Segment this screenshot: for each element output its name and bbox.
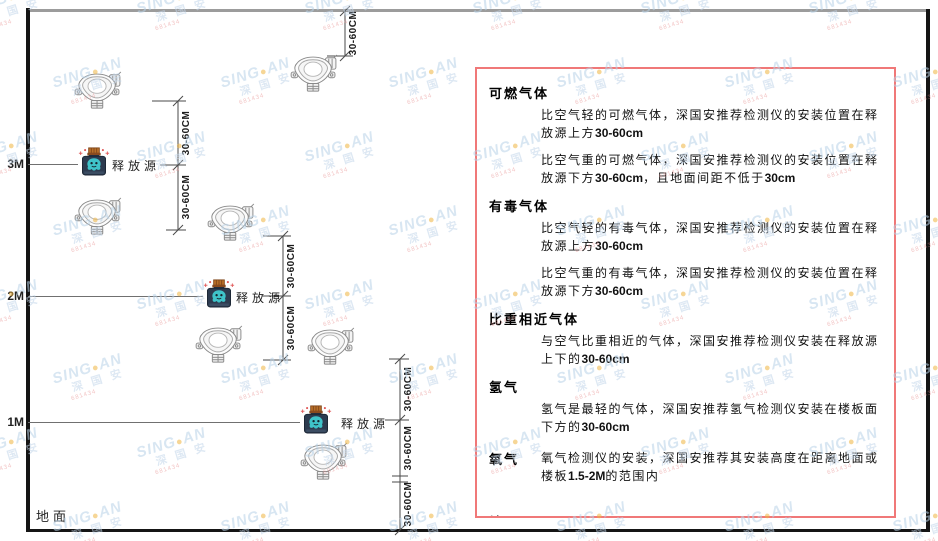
section-hydrogen: 氢气 氢气是最轻的气体，深国安推荐氢气检测仪安装在楼板面下方的30-60cm	[489, 377, 882, 436]
height-line-3m	[28, 164, 78, 165]
detector-below-dim-2m	[307, 326, 355, 366]
section-heading: 比重相近气体	[489, 312, 580, 327]
release-source-label-3m: 释放源	[112, 159, 161, 173]
section-heading: 可燃气体	[489, 86, 550, 101]
detector-below-source-1m	[300, 441, 348, 481]
info-panel: 可燃气体 比空气轻的可燃气体，深国安推荐检测仪的安装位置在释放源上方30-60c…	[475, 67, 896, 518]
dim-label-1m-above: 30-60CM	[403, 366, 414, 412]
release-source-3m	[78, 147, 110, 179]
dim-label-3m-below: 30-60CM	[181, 174, 192, 220]
section-paragraph: 比空气轻的有毒气体，深国安推荐检测仪的安装位置在释放源上方30-60cm	[541, 221, 879, 253]
release-source-label-2m: 释放源	[236, 291, 285, 305]
dim-label-3m-above: 30-60CM	[181, 110, 192, 156]
section-toxic: 有毒气体 比空气轻的有毒气体，深国安推荐检测仪的安装位置在释放源上方30-60c…	[489, 196, 882, 300]
dim-label-ceiling: 30-60CM	[348, 10, 359, 56]
release-source-icon	[203, 279, 235, 308]
height-line-2m	[28, 296, 203, 297]
section-heading: 氢气	[489, 380, 520, 395]
release-source-icon	[78, 147, 110, 176]
right-wall-line	[926, 9, 930, 532]
gas-detector-icon	[207, 203, 255, 241]
section-paragraph: 比空气重的有毒气体，深国安推荐检测仪的安装位置在释放源下方30-60cm	[541, 266, 879, 298]
gas-detector-icon	[307, 327, 355, 365]
section-combustible: 可燃气体 比空气轻的可燃气体，深国安推荐检测仪的安装位置在释放源上方30-60c…	[489, 83, 882, 187]
detector-below-source-3m	[74, 196, 122, 236]
section-heading: 氧气	[489, 452, 520, 467]
gas-detector-icon	[195, 325, 243, 363]
detector-above-source-3m	[74, 70, 122, 110]
ceiling-line	[28, 9, 929, 12]
section-paragraph: 氢气是最轻的气体，深国安推荐氢气检测仪安装在楼板面下方的30-60cm	[541, 402, 879, 434]
section-heading: 有毒气体	[489, 199, 550, 214]
release-source-icon	[300, 405, 332, 434]
dim-label-ground: 30-60CM	[403, 481, 414, 527]
section-paragraph: 比空气重的可燃气体，深国安推荐检测仪的安装位置在释放源下方30-60cm，且地面…	[541, 153, 879, 185]
detector-below-ceiling	[290, 53, 338, 93]
gas-detector-icon	[74, 197, 122, 235]
gas-detector-icon	[300, 442, 348, 480]
detector-below-source-2m	[195, 324, 243, 364]
dim-label-1m-below: 30-60CM	[403, 425, 414, 471]
height-label-3m: 3M	[7, 157, 24, 171]
ground-line	[26, 529, 930, 532]
section-ground: 地面 检测仪地面间距，深国安推荐在30-60cm，且不得小于30cm，因为过低容…	[489, 512, 882, 516]
section-paragraph: 与空气比重相近的气体，深国安推荐检测仪安装在释放源上下的30-60cm	[541, 334, 879, 366]
release-source-2m	[203, 279, 235, 311]
section-heading: 地面	[489, 512, 882, 516]
release-source-1m	[300, 405, 332, 437]
section-similar-density: 比重相近气体 与空气比重相近的气体，深国安推荐检测仪安装在释放源上下的30-60…	[489, 309, 882, 368]
gas-detector-icon	[290, 54, 338, 92]
dim-label-2m-below: 30-60CM	[286, 305, 297, 351]
detector-below-dim-3m	[207, 202, 255, 242]
section-oxygen: 氧气 氧气检测仪的安装，深国安推荐其安装高度在距离地面或楼板1.5-2M的范围内	[489, 445, 882, 494]
release-source-label-1m: 释放源	[341, 417, 390, 431]
height-line-1m	[28, 422, 300, 423]
height-label-2m: 2M	[7, 289, 24, 303]
dim-label-2m-above: 30-60CM	[286, 243, 297, 289]
height-label-1m: 1M	[7, 415, 24, 429]
section-paragraph: 氧气检测仪的安装，深国安推荐其安装高度在距离地面或楼板1.5-2M的范围内	[541, 451, 879, 483]
left-wall-line	[26, 8, 30, 532]
ground-label: 地面	[36, 509, 71, 524]
gas-detector-icon	[74, 71, 122, 109]
section-paragraph: 比空气轻的可燃气体，深国安推荐检测仪的安装位置在释放源上方30-60cm	[541, 108, 879, 140]
